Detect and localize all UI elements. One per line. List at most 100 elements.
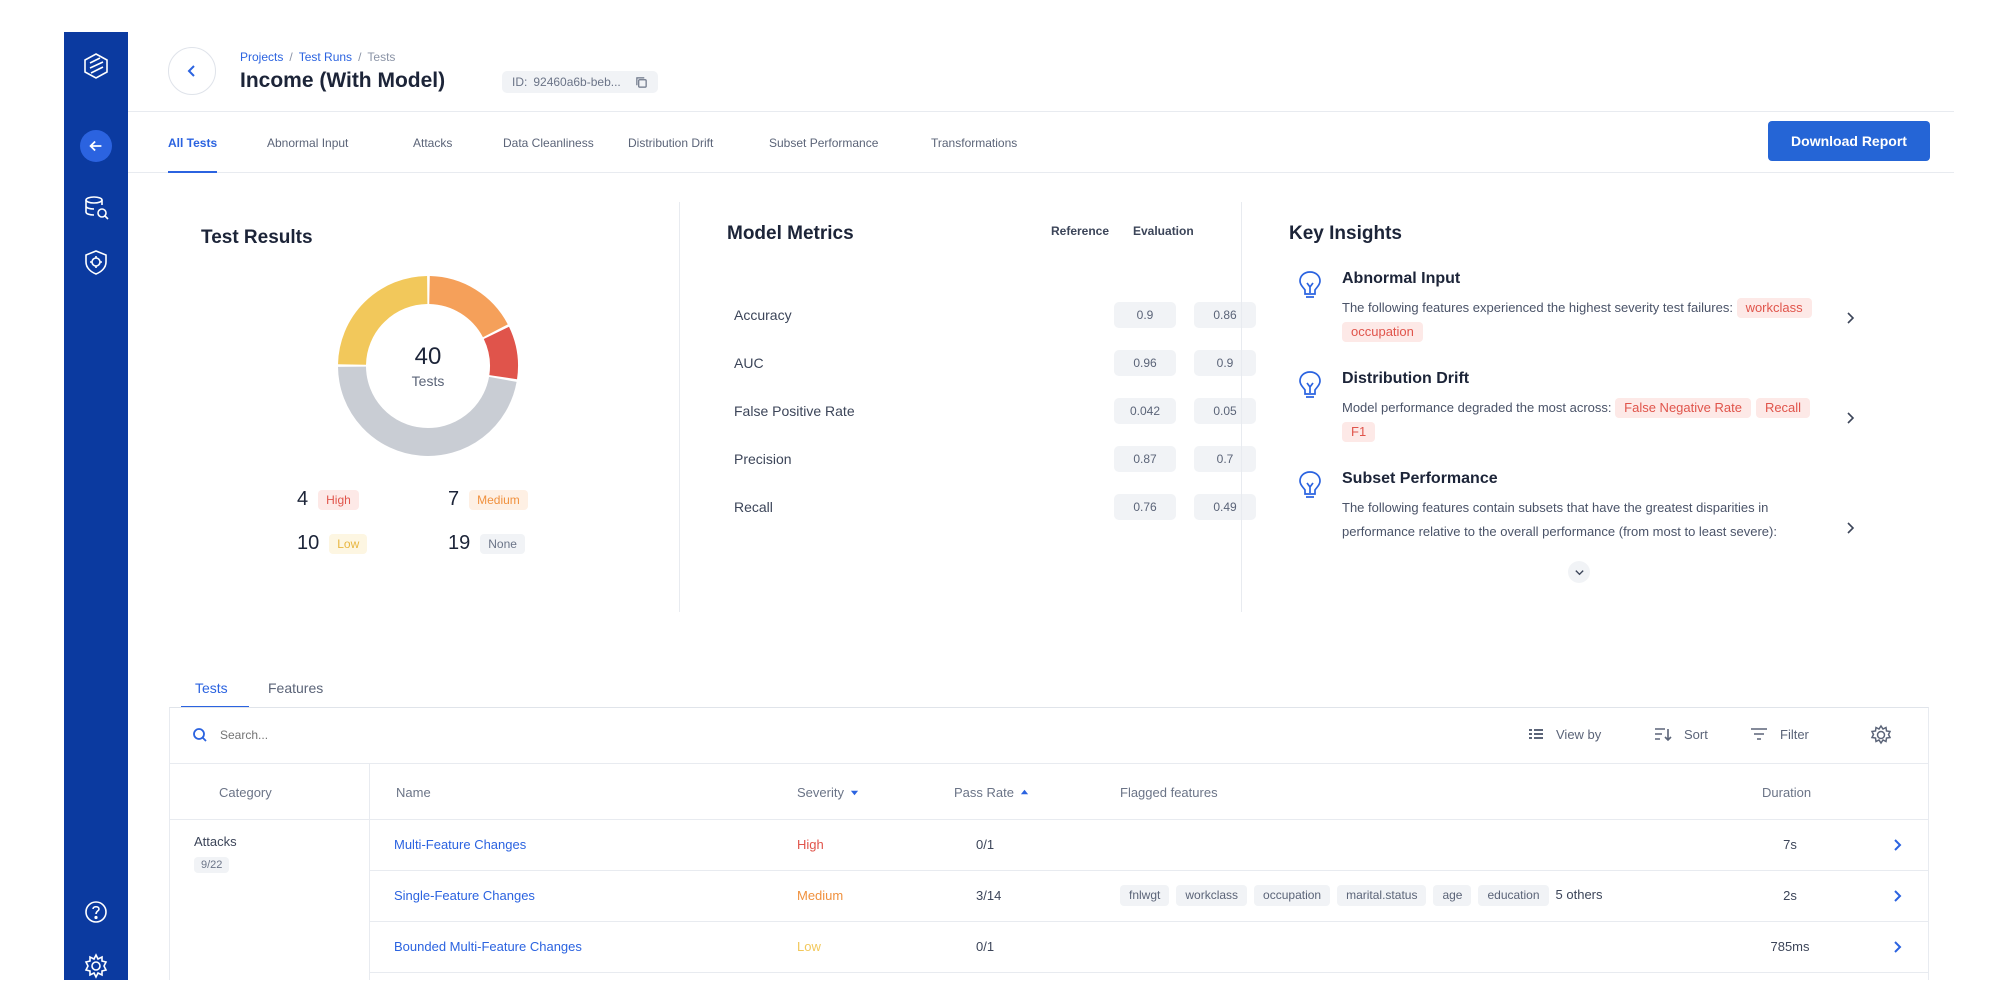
tab-features[interactable]: Features	[268, 680, 324, 696]
sort-button[interactable]: Sort	[1654, 726, 1708, 742]
sort-icon	[1655, 728, 1672, 742]
page-header: Projects / Test Runs / Tests Income (Wit…	[128, 32, 1954, 112]
name-header[interactable]: Name	[396, 785, 431, 800]
tests-table: View by Sort Filter Category Name Severi…	[169, 707, 1929, 980]
pass-rate-value: 0/1	[976, 939, 995, 954]
category-tabs: All Tests Abnormal Input Attacks Data Cl…	[128, 113, 1954, 173]
legend-low-count: 10	[297, 532, 320, 554]
insight-description: The following features experienced the h…	[1342, 300, 1733, 315]
table-header: Category Name Severity Pass Rate Flagged…	[170, 764, 1928, 820]
donut-segment-low[interactable]	[338, 276, 428, 366]
chevron-right-icon[interactable]	[1890, 940, 1904, 954]
chevron-right-icon[interactable]	[1842, 410, 1858, 426]
breadcrumb-separator: /	[289, 50, 293, 64]
metric-row: Precision 0.87 0.7	[734, 446, 1256, 472]
tab-transformations[interactable]: Transformations	[931, 136, 1018, 150]
metric-evaluation-value: 0.9	[1194, 350, 1256, 376]
metric-name: Accuracy	[734, 307, 792, 323]
flagged-feature-chip: age	[1433, 885, 1472, 906]
tab-distribution-drift[interactable]: Distribution Drift	[628, 136, 714, 150]
settings-icon[interactable]	[80, 950, 112, 980]
duration-value: 7s	[1783, 837, 1797, 852]
sort-desc-icon	[850, 790, 859, 796]
chevron-right-icon[interactable]	[1890, 838, 1904, 852]
donut-segment-medium[interactable]	[428, 276, 508, 338]
chevron-right-icon[interactable]	[1890, 889, 1904, 903]
breadcrumb-projects[interactable]: Projects	[240, 50, 284, 64]
severity-header[interactable]: Severity	[797, 785, 859, 800]
category-header: Category	[219, 785, 272, 800]
test-name-link[interactable]: Multi-Feature Changes	[394, 837, 527, 852]
view-by-label: View by	[1556, 726, 1602, 742]
tab-all-tests[interactable]: All Tests	[168, 113, 218, 173]
category-count-badge: 9/22	[194, 857, 230, 873]
settings-icon	[1870, 724, 1892, 745]
insight-tag: workclass	[1736, 298, 1812, 318]
search-box[interactable]	[192, 727, 520, 743]
flagged-features-cell: fnlwgt workclass occupation marital.status a…	[1120, 885, 1603, 906]
test-name-link[interactable]: Bounded Multi-Feature Changes	[394, 939, 582, 954]
copy-icon[interactable]	[635, 76, 648, 89]
test-results-donut: 40 Tests	[328, 266, 528, 466]
chevron-down-icon	[1574, 569, 1584, 575]
insight-tag: False Negative Rate	[1615, 398, 1751, 418]
more-features-link[interactable]: 5 others	[1555, 887, 1603, 902]
metric-name: AUC	[734, 355, 764, 371]
donut-segment-high[interactable]	[483, 326, 518, 380]
help-icon[interactable]	[80, 896, 112, 928]
filter-label: Filter	[1780, 726, 1809, 742]
test-name-link[interactable]: Single-Feature Changes	[394, 888, 535, 903]
expand-insights-button[interactable]	[1568, 561, 1590, 583]
insight-description: The following features contain subsets t…	[1342, 500, 1777, 539]
list-view-icon	[1529, 729, 1543, 739]
reference-column-header: Reference	[1051, 224, 1110, 238]
category-name[interactable]: Attacks	[194, 834, 237, 849]
legend-medium: 7 Medium	[448, 488, 528, 511]
sidebar	[64, 32, 128, 980]
legend-medium-count: 7	[448, 488, 460, 510]
metric-row: Accuracy 0.9 0.86	[734, 302, 1256, 328]
view-by-button[interactable]: View by	[1528, 726, 1601, 742]
sort-asc-icon	[1020, 789, 1029, 795]
chevron-right-icon[interactable]	[1842, 520, 1858, 536]
database-search-icon[interactable]	[80, 192, 112, 224]
chevron-left-icon	[187, 65, 195, 77]
duration-value: 785ms	[1770, 939, 1810, 954]
filter-icon	[1751, 728, 1767, 740]
download-report-button[interactable]: Download Report	[1768, 121, 1930, 161]
pass-rate-header[interactable]: Pass Rate	[954, 785, 1029, 800]
tab-abnormal-input[interactable]: Abnormal Input	[267, 136, 349, 150]
tab-data-cleanliness[interactable]: Data Cleanliness	[503, 136, 594, 150]
tab-subset-performance[interactable]: Subset Performance	[769, 136, 879, 150]
table-settings-button[interactable]	[1870, 724, 1892, 746]
insight-description: Model performance degraded the most acro…	[1342, 400, 1612, 415]
flagged-feature-chip: education	[1478, 885, 1549, 906]
donut-segment-none[interactable]	[338, 366, 517, 456]
back-button[interactable]	[168, 47, 216, 95]
total-tests-label: Tests	[411, 373, 445, 389]
insight-title: Abnormal Input	[1342, 270, 1461, 287]
tab-tests[interactable]: Tests	[181, 664, 249, 708]
tab-attacks[interactable]: Attacks	[413, 136, 453, 150]
insight-title: Distribution Drift	[1342, 370, 1470, 387]
pass-rate-value: 0/1	[976, 837, 995, 852]
filter-button[interactable]: Filter	[1750, 726, 1809, 742]
table-row[interactable]: Bounded Multi-Feature Changes Low 0/1 785ms	[370, 922, 1928, 973]
id-label: ID:	[512, 75, 528, 89]
logo-icon[interactable]	[80, 50, 112, 82]
duration-header[interactable]: Duration	[1762, 785, 1812, 800]
table-row[interactable]: Multi-Feature Changes High 0/1 7s	[370, 820, 1928, 871]
metric-evaluation-value: 0.05	[1194, 398, 1256, 424]
donut-chart	[338, 276, 518, 456]
breadcrumb-test-runs[interactable]: Test Runs	[298, 50, 353, 64]
insight-text: The following features contain subsets t…	[1342, 496, 1842, 544]
search-input[interactable]	[220, 728, 520, 742]
chevron-right-icon[interactable]	[1842, 310, 1858, 326]
insight-tag: occupation	[1342, 322, 1423, 342]
legend-none-count: 19	[448, 532, 471, 554]
flagged-feature-chip: fnlwgt	[1120, 885, 1170, 906]
back-arrow-icon[interactable]	[80, 130, 112, 162]
shield-icon[interactable]	[80, 246, 112, 278]
table-row[interactable]: Single-Feature Changes Medium 3/14 fnlwgt wo…	[370, 871, 1928, 922]
key-insights-title: Key Insights	[1289, 223, 1402, 244]
